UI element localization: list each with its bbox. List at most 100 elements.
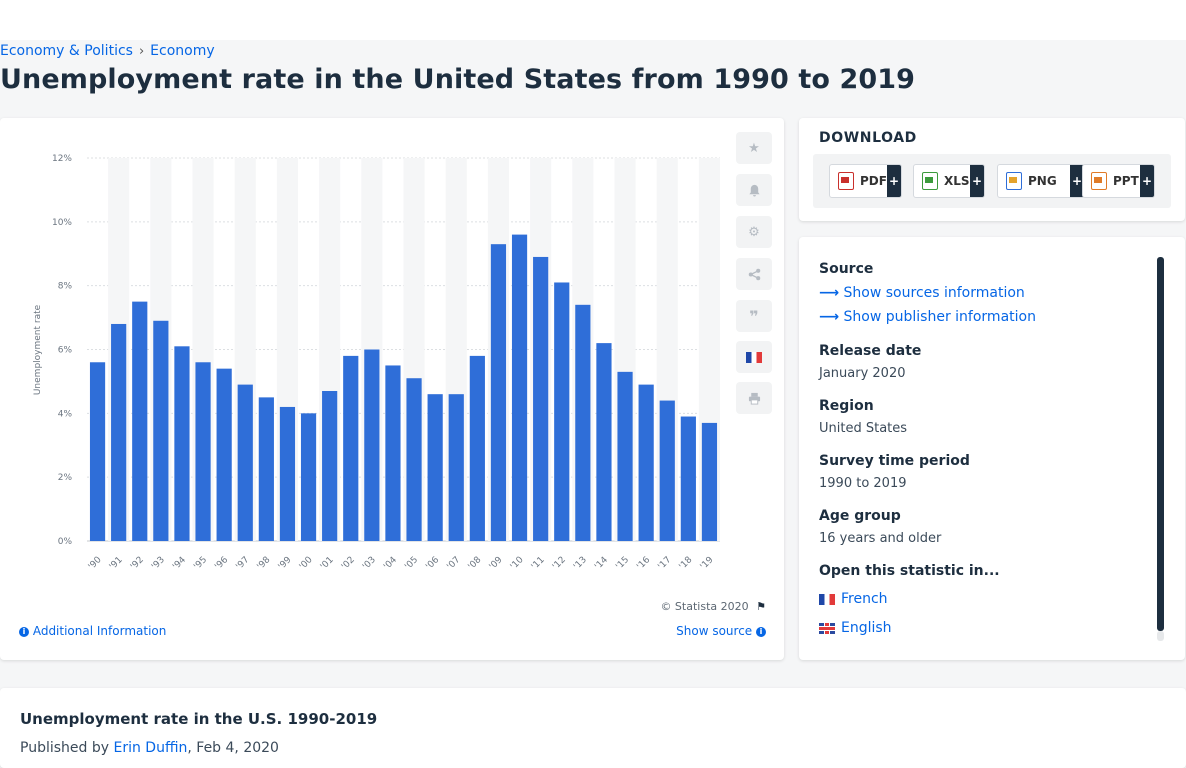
show-source-label: Show source	[676, 624, 753, 638]
bar-17[interactable]	[448, 394, 464, 541]
published-date: , Feb 4, 2020	[187, 740, 279, 756]
x-tick-label: '18	[678, 555, 695, 572]
print-button[interactable]	[736, 382, 772, 414]
xls-plus: +	[970, 165, 984, 197]
bar-13[interactable]	[364, 349, 380, 542]
bar-16[interactable]	[427, 394, 443, 541]
breadcrumb: Economy & Politics › Economy	[0, 43, 215, 59]
ppt-file-icon	[1091, 172, 1107, 190]
bar-2[interactable]	[132, 301, 148, 541]
show-source-link[interactable]: Show source i	[676, 624, 766, 638]
bar-4[interactable]	[174, 346, 190, 541]
french-flag-icon	[746, 351, 762, 363]
bar-26[interactable]	[638, 384, 654, 541]
bar-25[interactable]	[617, 371, 633, 541]
gear-icon: ⚙	[748, 224, 760, 240]
release-date-label: Release date	[819, 343, 922, 359]
download-xls-button[interactable]: XLS +	[913, 164, 985, 198]
bar-18[interactable]	[469, 355, 485, 541]
x-tick-label: '94	[171, 555, 188, 572]
bar-20[interactable]	[511, 234, 528, 541]
bar-5[interactable]	[195, 362, 211, 541]
bar-28[interactable]	[680, 416, 696, 541]
bar-10[interactable]	[300, 413, 317, 541]
download-pdf-button[interactable]: PDF +	[829, 164, 902, 198]
show-publisher-link[interactable]: ⟶ Show publisher information	[819, 309, 1036, 325]
breadcrumb-economy[interactable]: Economy	[150, 43, 215, 59]
bar-22[interactable]	[554, 282, 570, 541]
show-sources-link[interactable]: ⟶ Show sources information	[819, 285, 1025, 301]
y-tick-label: 0%	[58, 537, 73, 547]
bar-27[interactable]	[659, 400, 675, 541]
pdf-plus: +	[887, 165, 901, 197]
pdf-file-icon	[838, 172, 854, 190]
share-button[interactable]	[736, 258, 772, 290]
french-version-button[interactable]	[736, 341, 772, 373]
bar-11[interactable]	[322, 390, 338, 541]
author-link[interactable]: Erin Duffin	[113, 740, 188, 756]
download-png-button[interactable]: PNG +	[997, 164, 1085, 198]
bar-1[interactable]	[111, 323, 127, 541]
breadcrumb-economy-politics[interactable]: Economy & Politics	[0, 43, 133, 59]
x-tick-label: '92	[129, 555, 146, 572]
bar-7[interactable]	[237, 384, 253, 541]
png-file-icon	[1006, 172, 1022, 190]
page-title: Unemployment rate in the United States f…	[0, 64, 916, 95]
bar-21[interactable]	[533, 256, 549, 541]
x-tick-label: '98	[256, 555, 273, 572]
bar-15[interactable]	[406, 378, 422, 541]
bar-12[interactable]	[343, 355, 359, 541]
x-tick-label: '15	[614, 555, 631, 572]
bar-29[interactable]	[701, 422, 718, 541]
bar-19[interactable]	[490, 244, 507, 542]
ppt-label: PPT	[1113, 174, 1139, 188]
star-icon: ★	[748, 140, 760, 156]
summary-title: Unemployment rate in the U.S. 1990-2019	[20, 710, 378, 728]
favorite-button[interactable]: ★	[736, 132, 772, 164]
additional-information-link[interactable]: i Additional Information	[19, 624, 166, 638]
x-tick-label: '91	[108, 555, 125, 572]
bar-0[interactable]	[89, 362, 106, 541]
uk-flag-icon	[819, 622, 835, 634]
bar-3[interactable]	[153, 320, 169, 541]
bar-9[interactable]	[279, 406, 296, 541]
x-tick-label: '16	[635, 555, 652, 572]
bar-8[interactable]	[258, 397, 274, 541]
settings-button[interactable]: ⚙	[736, 216, 772, 248]
ppt-plus: +	[1140, 165, 1154, 197]
share-icon	[748, 268, 760, 280]
download-card: DOWNLOAD PDF + XLS + PNG + PPT +	[799, 118, 1185, 221]
open-in-english-link[interactable]: English	[819, 620, 892, 636]
notification-button[interactable]	[736, 174, 772, 206]
x-tick-label: '90	[87, 555, 104, 572]
scrollbar-track[interactable]	[1157, 631, 1164, 641]
published-prefix: Published by	[20, 740, 114, 756]
open-statistic-label: Open this statistic in...	[819, 563, 1000, 579]
breadcrumb-separator: ›	[138, 43, 145, 59]
age-group-value: 16 years and older	[819, 531, 942, 546]
x-tick-label: '13	[572, 555, 589, 572]
bar-14[interactable]	[385, 365, 401, 541]
y-tick-label: 2%	[58, 473, 73, 483]
release-date-value: January 2020	[819, 366, 906, 381]
bar-6[interactable]	[216, 368, 232, 541]
x-tick-label: '93	[150, 555, 167, 572]
x-tick-label: '08	[467, 555, 484, 572]
x-tick-label: '96	[213, 555, 230, 572]
statistic-summary-card: Unemployment rate in the U.S. 1990-2019 …	[0, 688, 1186, 768]
published-line: Published by Erin Duffin, Feb 4, 2020	[20, 740, 279, 756]
open-in-french-link[interactable]: French	[819, 591, 888, 607]
cite-button[interactable]: ❞	[736, 300, 772, 332]
bar-23[interactable]	[575, 304, 591, 541]
download-ppt-button[interactable]: PPT +	[1082, 164, 1155, 198]
y-axis-label: Unemployment rate	[33, 304, 43, 395]
survey-period-value: 1990 to 2019	[819, 476, 907, 491]
x-tick-label: '09	[488, 555, 505, 572]
bar-24[interactable]	[596, 343, 612, 541]
scrollbar-thumb[interactable]	[1157, 257, 1164, 631]
survey-period-label: Survey time period	[819, 453, 970, 469]
flag-icon[interactable]: ⚑	[756, 600, 766, 613]
copyright-text: © Statista 2020	[660, 600, 749, 613]
xls-file-icon	[922, 172, 938, 190]
x-tick-label: '12	[551, 555, 568, 572]
